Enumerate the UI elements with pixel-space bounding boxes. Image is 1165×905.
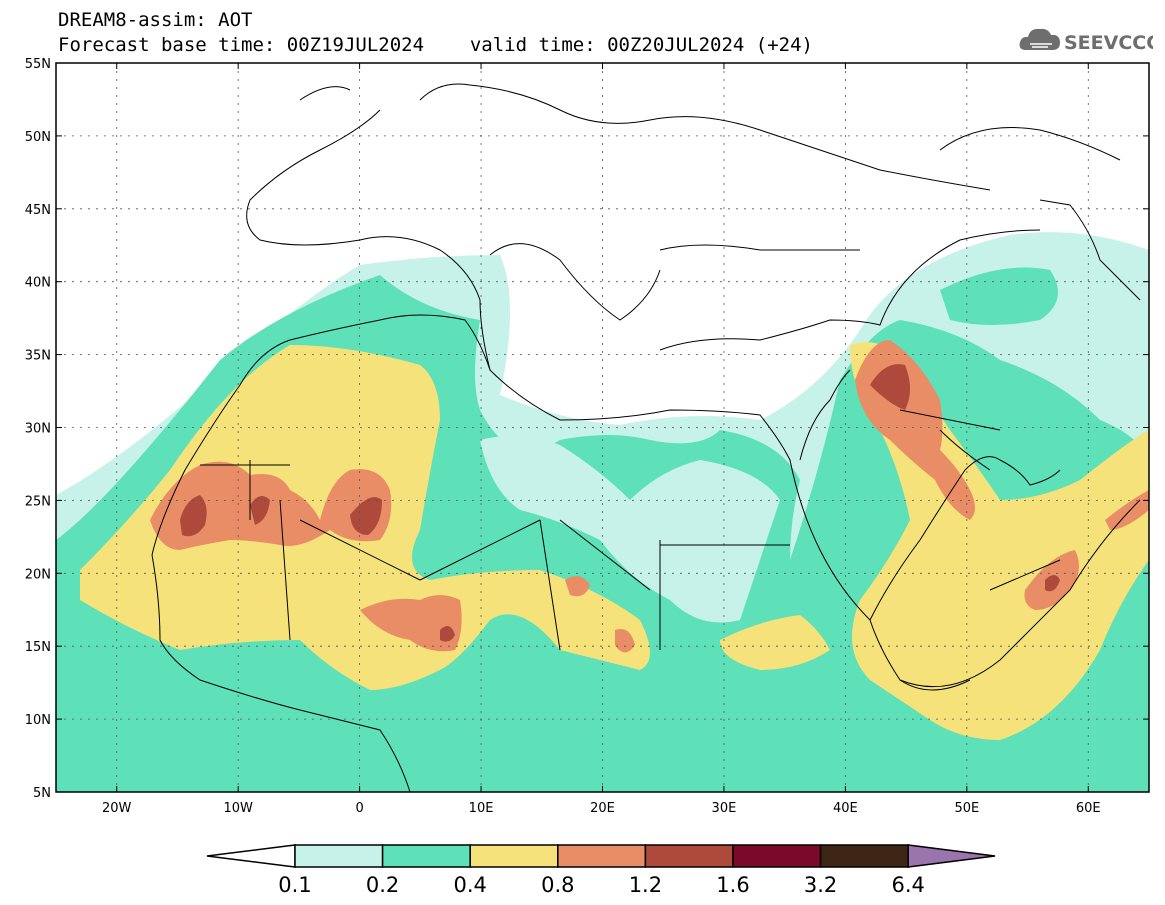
colorbar-label: 1.2 [629, 873, 662, 897]
base-time: Forecast base time: 00Z19JUL2024 [58, 34, 425, 56]
longitude-labels: 20W 10W 0 10E 20E 30E 40E 50E 60E [102, 801, 1101, 816]
colorbar-arrow-low [206, 844, 296, 868]
colorbar-label: 0.8 [541, 873, 574, 897]
lon-label: 60E [1076, 801, 1101, 816]
colorbar-label: 0.2 [366, 873, 399, 897]
lon-label: 50E [954, 801, 979, 816]
colorbar-bin [294, 844, 384, 868]
lon-label: 0 [355, 801, 363, 816]
colorbar-arrow-high [907, 844, 996, 868]
lat-label: 15N [25, 640, 51, 655]
time-info: Forecast base time: 00Z19JUL2024 valid t… [58, 35, 813, 55]
lat-label: 5N [33, 786, 51, 801]
lon-label: 40E [833, 801, 858, 816]
seevccc-logo: SEEVCCC [1018, 22, 1160, 58]
colorbar-bin [381, 844, 471, 868]
lat-label: 40N [25, 276, 51, 291]
lat-label: 25N [25, 494, 51, 509]
lat-label: 50N [25, 130, 51, 145]
colorbar-label: 3.2 [804, 873, 837, 897]
lon-label: 20W [102, 801, 132, 816]
colorbar-label: 6.4 [891, 873, 924, 897]
lon-label: 30E [712, 801, 737, 816]
lat-label: 10N [25, 713, 51, 728]
lat-label: 45N [25, 203, 51, 218]
coastlines [151, 83, 1141, 792]
colorbar-bin [469, 844, 559, 868]
colorbar-label: 0.1 [278, 873, 311, 897]
colorbar-bin [819, 844, 909, 868]
lon-label: 10W [223, 801, 253, 816]
lat-label: 55N [25, 57, 51, 72]
lon-label: 20E [590, 801, 615, 816]
lat-label: 35N [25, 349, 51, 364]
aot-low-region [480, 436, 780, 623]
colorbar-label: 0.4 [453, 873, 486, 897]
lat-label: 20N [25, 567, 51, 582]
lon-label: 10E [469, 801, 494, 816]
logo-text: SEEVCCC [1064, 32, 1153, 54]
valid-time: valid time: 00Z20JUL2024 (+24) [469, 34, 813, 56]
colorbar-bin [644, 844, 734, 868]
lat-label: 30N [25, 422, 51, 437]
gridlines [56, 63, 1149, 792]
colorbar-label: 1.6 [716, 873, 749, 897]
aot-level-1.2 [180, 364, 1060, 642]
axis-ticks [56, 62, 1149, 793]
colorbar-bin [557, 844, 647, 868]
map-title: DREAM8-assim: AOT [58, 9, 253, 31]
cloud-icon: SEEVCCC [1019, 28, 1160, 54]
colorbar-bin [732, 844, 822, 868]
latitude-labels: 55N 50N 45N 40N 35N 30N 25N 20N 15N 10N 5N [25, 57, 51, 801]
